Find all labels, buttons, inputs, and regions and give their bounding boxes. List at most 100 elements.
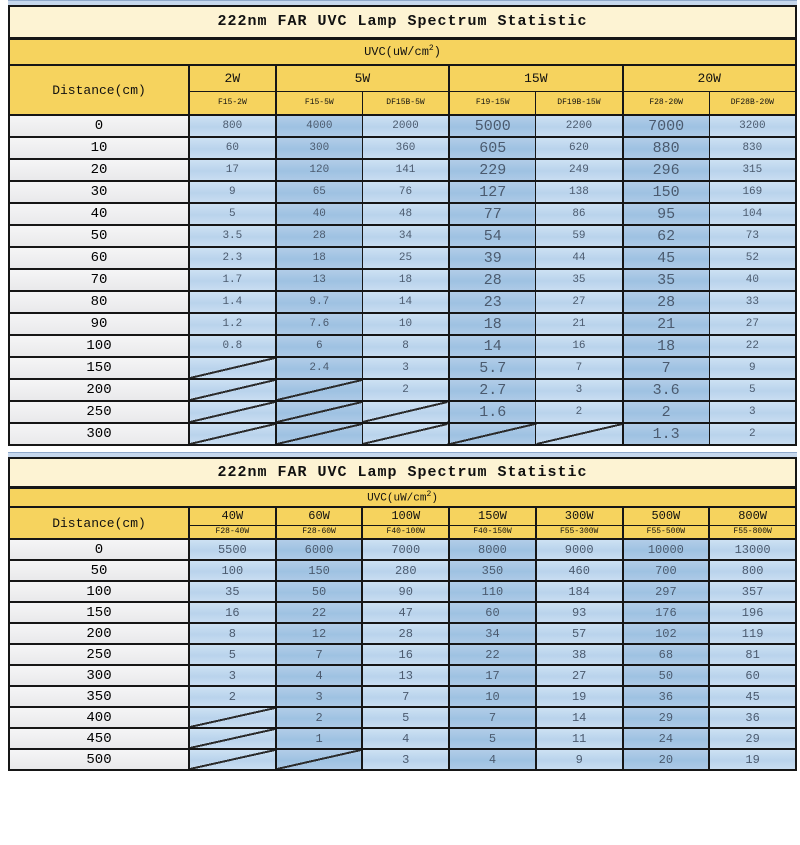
value-cell: 12 (275, 622, 364, 645)
empty-cell (188, 748, 277, 771)
value-cell: 5 (708, 378, 797, 402)
empty-cell (448, 422, 537, 446)
value-cell: 20 (622, 748, 711, 771)
value-cell: 1.6 (448, 400, 537, 424)
value-cell: 21 (622, 312, 710, 336)
empty-cell (188, 706, 277, 729)
value-cell: 35 (188, 580, 277, 603)
value-cell: 29 (622, 706, 711, 729)
value-cell: 40 (708, 268, 797, 292)
distance-header: Distance(cm) (8, 506, 190, 540)
value-cell: 27 (535, 664, 624, 687)
value-cell: 62 (622, 224, 710, 248)
value-cell: 45 (708, 685, 797, 708)
table-row: 80 1.4 9.7 14 23 27 28 33 (8, 290, 797, 314)
value-cell: 2 (708, 422, 797, 446)
value-cell: 800 (188, 114, 277, 138)
value-cell: 3.6 (622, 378, 710, 402)
uvc-unit-header: UVC(uW/cm2) (8, 37, 797, 66)
empty-cell (188, 356, 277, 380)
value-cell: 141 (361, 158, 451, 182)
table-row: 30 9 65 76 127 138 150 169 (8, 180, 797, 204)
value-cell: 7 (622, 356, 710, 380)
distance-cell: 150 (8, 601, 190, 624)
distance-cell: 200 (8, 622, 190, 645)
empty-cell (535, 422, 624, 446)
wattage-group-header: 20W (621, 64, 798, 92)
value-cell: 2200 (535, 114, 624, 138)
table-title: 222nm FAR UVC Lamp Spectrum Statistic (8, 5, 797, 40)
value-cell: 5500 (188, 538, 277, 561)
table1-top-strip (8, 0, 797, 5)
value-cell: 22 (708, 334, 797, 358)
uvc-unit-prefix: UVC(uW/cm (364, 45, 429, 60)
table-row: 50 100 150 280 350 460 700 800 (8, 559, 797, 582)
value-cell: 5 (188, 643, 277, 666)
value-cell: 830 (708, 136, 797, 160)
lamp-model-header: F55-800W (708, 524, 797, 540)
value-cell: 5 (188, 202, 277, 226)
value-cell: 86 (535, 202, 624, 226)
value-cell: 3 (535, 378, 624, 402)
value-cell: 34 (448, 622, 537, 645)
value-cell: 6 (275, 334, 363, 358)
value-cell: 28 (448, 268, 537, 292)
value-cell: 23 (448, 290, 537, 314)
table-row: 500 3 4 9 20 19 (8, 748, 797, 771)
value-cell: 357 (708, 580, 797, 603)
value-cell: 9 (188, 180, 277, 204)
distance-cell: 500 (8, 748, 190, 771)
uvc-unit-suffix: ) (433, 45, 441, 60)
empty-cell (275, 400, 363, 424)
empty-cell (188, 422, 277, 446)
value-cell: 3 (708, 400, 797, 424)
uvc-unit-superscript: 2 (428, 44, 434, 54)
distance-cell: 40 (8, 202, 190, 226)
value-cell: 44 (535, 246, 624, 270)
value-cell: 28 (361, 622, 451, 645)
value-cell: 350 (448, 559, 537, 582)
value-cell: 9 (708, 356, 797, 380)
value-cell: 18 (622, 334, 710, 358)
distance-cell: 0 (8, 114, 190, 138)
table-row: 60 2.3 18 25 39 44 45 52 (8, 246, 797, 270)
value-cell: 36 (708, 706, 797, 729)
value-cell: 10 (361, 312, 451, 336)
value-cell: 880 (622, 136, 710, 160)
value-cell: 40 (275, 202, 363, 226)
lamp-model-header: F55-300W (535, 524, 624, 540)
value-cell: 28 (275, 224, 363, 248)
value-cell: 17 (448, 664, 537, 687)
value-cell: 280 (361, 559, 451, 582)
uvc-unit-prefix: UVC(uW/cm (367, 492, 427, 505)
value-cell: 76 (361, 180, 451, 204)
value-cell: 176 (622, 601, 711, 624)
distance-cell: 150 (8, 356, 190, 380)
uvc-unit-header: UVC(uW/cm2) (8, 486, 797, 508)
table2-top-strip (8, 452, 797, 457)
table-row: 300 3 4 13 17 27 50 60 (8, 664, 797, 687)
value-cell: 73 (708, 224, 797, 248)
wattage-group-header: 300W (534, 506, 624, 526)
value-cell: 5.7 (448, 356, 537, 380)
empty-cell (275, 748, 364, 771)
value-cell: 300 (275, 136, 363, 160)
distance-cell: 100 (8, 580, 190, 603)
value-cell: 1.4 (188, 290, 277, 314)
value-cell: 35 (622, 268, 710, 292)
value-cell: 4000 (275, 114, 363, 138)
table-row: 100 35 50 90 110 184 297 357 (8, 580, 797, 603)
value-cell: 60 (448, 601, 537, 624)
value-cell: 102 (622, 622, 711, 645)
value-cell: 60 (188, 136, 277, 160)
value-cell: 150 (622, 180, 710, 204)
value-cell: 50 (275, 580, 364, 603)
value-cell: 2.3 (188, 246, 277, 270)
empty-cell (275, 378, 363, 402)
value-cell: 18 (448, 312, 537, 336)
value-cell: 22 (275, 601, 364, 624)
value-cell: 18 (361, 268, 451, 292)
lamp-model-header: F40-100W (361, 524, 451, 540)
value-cell: 95 (622, 202, 710, 226)
table-row: 150 16 22 47 60 93 176 196 (8, 601, 797, 624)
